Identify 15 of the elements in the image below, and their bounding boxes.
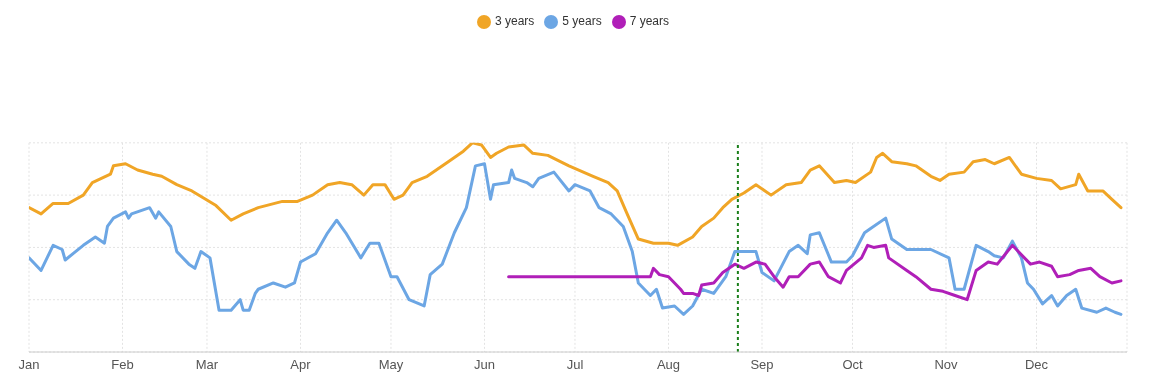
x-tick-label: May bbox=[378, 357, 404, 373]
x-tick-label: Oct bbox=[842, 357, 863, 373]
x-tick-label: Jan bbox=[18, 357, 40, 373]
x-tick-label: Feb bbox=[111, 357, 134, 373]
x-tick-label: Apr bbox=[290, 357, 312, 373]
x-tick-label: Dec bbox=[1024, 357, 1049, 373]
legend-label: 3 years bbox=[494, 14, 535, 28]
x-tick-label: Aug bbox=[656, 357, 681, 373]
x-tick-label: Jun bbox=[474, 357, 495, 373]
legend-label: 7 years bbox=[629, 14, 670, 28]
x-tick-label: Nov bbox=[934, 357, 959, 373]
x-tick-label: Jul bbox=[566, 357, 584, 373]
legend-label: 5 years bbox=[562, 14, 602, 28]
x-tick-label: Mar bbox=[195, 357, 219, 373]
x-tick-label: Sep bbox=[750, 357, 774, 373]
